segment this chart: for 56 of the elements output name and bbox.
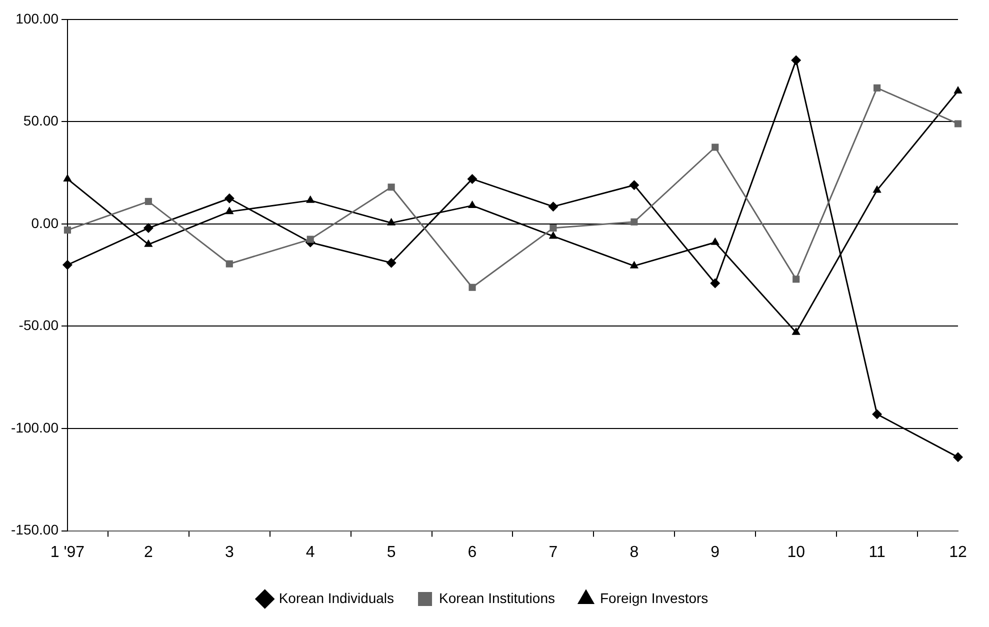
point	[226, 260, 233, 268]
point	[874, 84, 881, 92]
point	[143, 223, 154, 234]
y-tick-label: 0.00	[31, 214, 59, 231]
point	[62, 260, 72, 270]
y-tick-label: -150.00	[11, 522, 59, 538]
point	[710, 237, 720, 245]
x-tick-label: 5	[386, 544, 396, 561]
legend-label: Korean Individuals	[278, 590, 394, 606]
x-tick-label: 2	[144, 544, 153, 561]
point	[306, 236, 314, 243]
x-tick-label: 12	[949, 544, 967, 561]
point	[467, 174, 478, 184]
y-tick-label: -50.00	[18, 317, 59, 334]
x-tick-label: 10	[787, 544, 806, 561]
point	[144, 198, 152, 205]
point	[791, 55, 802, 66]
x-tick-label: 1 '97	[50, 544, 85, 561]
point	[63, 174, 72, 182]
point	[144, 239, 153, 247]
x-tick-label: 3	[224, 544, 234, 561]
point	[712, 144, 719, 151]
point	[629, 180, 640, 190]
point	[468, 284, 476, 291]
x-tick-label: 7	[548, 544, 558, 561]
point	[386, 218, 396, 226]
point	[953, 452, 963, 462]
point	[630, 218, 638, 226]
point	[64, 226, 72, 234]
x-tick-label: 4	[306, 544, 315, 561]
point	[872, 409, 882, 420]
point	[224, 193, 234, 204]
y-tick-label: 50.00	[23, 112, 59, 129]
point	[872, 185, 882, 193]
point	[630, 260, 639, 268]
point	[954, 86, 962, 94]
legend-label: Foreign Investors	[600, 590, 708, 606]
point	[548, 231, 558, 239]
point	[792, 327, 800, 335]
point	[548, 202, 558, 212]
x-tick-label: 8	[630, 544, 639, 561]
point	[792, 276, 800, 283]
x-tick-label: 9	[710, 544, 720, 561]
point	[954, 120, 962, 128]
point	[710, 278, 720, 288]
point	[550, 224, 557, 232]
y-tick-label: 100.00	[16, 10, 59, 26]
point	[225, 206, 234, 214]
y-tick-label: -100.00	[11, 419, 59, 436]
legend-label: Korean Institutions	[439, 590, 556, 606]
point	[388, 184, 395, 191]
point	[468, 200, 477, 208]
point	[306, 195, 315, 203]
point	[386, 258, 396, 268]
x-tick-label: 11	[868, 544, 886, 561]
x-tick-label: 6	[468, 544, 477, 561]
